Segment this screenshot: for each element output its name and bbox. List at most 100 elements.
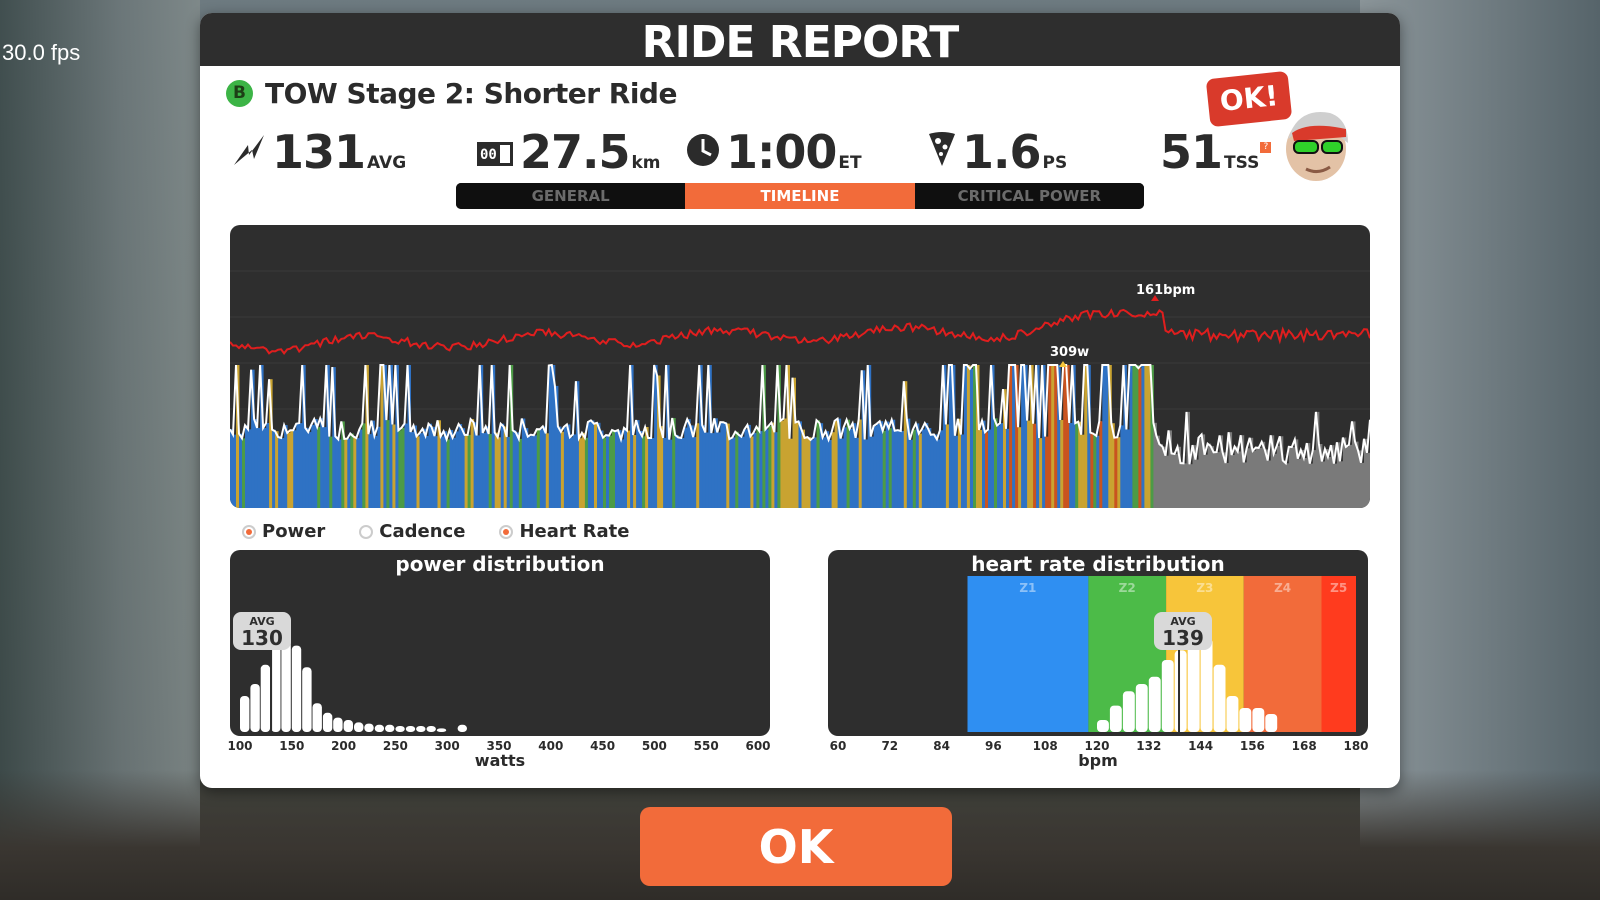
ok-button[interactable]: OK bbox=[640, 807, 952, 886]
power-peak-label: 309w bbox=[1050, 345, 1089, 360]
power-fill-slice bbox=[714, 418, 718, 508]
power-fill-slice bbox=[843, 427, 848, 508]
hr-zone-label: Z5 bbox=[1330, 581, 1347, 595]
power-fill-slice bbox=[1141, 365, 1145, 508]
power-fill-slice bbox=[1099, 421, 1103, 508]
power-fill-slice bbox=[266, 423, 270, 508]
power-fill-slice bbox=[1171, 453, 1175, 508]
tss-help-icon[interactable]: ? bbox=[1260, 142, 1272, 153]
power-fill-slice bbox=[864, 439, 869, 508]
stat-pizza-unit: PS bbox=[1042, 153, 1068, 173]
power-fill-slice bbox=[1207, 443, 1212, 508]
power-fill-slice bbox=[1364, 438, 1368, 508]
power-x-tick: 200 bbox=[331, 739, 357, 753]
heart-rate-x-tick: 168 bbox=[1291, 739, 1317, 753]
power-fill-slice bbox=[783, 418, 787, 508]
power-fill-slice bbox=[347, 438, 351, 508]
power-fill-slice bbox=[467, 434, 472, 508]
power-fill-slice bbox=[1087, 365, 1091, 508]
power-fill-slice bbox=[1345, 446, 1350, 508]
power-fill-slice bbox=[1318, 444, 1323, 508]
legend-power-radio[interactable] bbox=[242, 524, 256, 539]
tab-critical-power[interactable]: CRITICAL POWER bbox=[914, 183, 1144, 209]
power-avg-value: 130 bbox=[241, 626, 283, 650]
power-fill-slice bbox=[945, 424, 950, 508]
power-fill-slice bbox=[410, 431, 414, 508]
power-fill-slice bbox=[1324, 449, 1329, 508]
power-fill-slice bbox=[729, 439, 733, 508]
power-fill-slice bbox=[1012, 365, 1016, 508]
route-row: B TOW Stage 2: Shorter Ride bbox=[226, 77, 677, 110]
power-fill-slice bbox=[389, 365, 393, 508]
power-fill-slice bbox=[506, 436, 511, 508]
legend-cadence[interactable]: Cadence bbox=[359, 521, 465, 542]
tab-general[interactable]: GENERAL bbox=[456, 183, 686, 209]
power-fill-slice bbox=[1054, 365, 1058, 508]
power-fill-slice bbox=[1105, 365, 1109, 508]
power-fill-slice bbox=[963, 365, 968, 508]
power-fill-slice bbox=[1210, 446, 1215, 508]
power-fill-slice bbox=[590, 420, 595, 508]
power-distribution-bar bbox=[385, 724, 395, 732]
power-fill-slice bbox=[1144, 365, 1148, 508]
power-fill-slice bbox=[861, 370, 866, 508]
power-fill-slice bbox=[362, 423, 366, 508]
power-fill-slice bbox=[985, 432, 989, 508]
power-fill-slice bbox=[470, 419, 475, 508]
power-fill-slice bbox=[1288, 446, 1293, 508]
power-fill-slice bbox=[982, 420, 986, 508]
power-fill-slice bbox=[1156, 435, 1160, 508]
power-fill-slice bbox=[753, 432, 757, 508]
power-fill-slice bbox=[1096, 435, 1100, 508]
stat-tss-unit: TSS bbox=[1224, 153, 1260, 173]
power-fill-slice bbox=[600, 430, 604, 508]
hr-distribution-bar bbox=[1135, 684, 1148, 732]
power-fill-slice bbox=[1294, 439, 1299, 508]
pizza-slice-icon bbox=[929, 132, 955, 166]
power-fill-slice bbox=[1312, 450, 1317, 508]
power-distribution-chart: power distribution AVG 130 bbox=[230, 550, 770, 736]
power-fill-slice bbox=[957, 418, 962, 508]
heart-rate-x-tick: 108 bbox=[1032, 739, 1058, 753]
power-fill-slice bbox=[251, 369, 255, 508]
legend-power[interactable]: Power bbox=[242, 521, 325, 542]
power-fill-slice bbox=[1195, 459, 1199, 508]
power-fill-slice bbox=[1198, 437, 1202, 508]
power-distribution-bar bbox=[364, 723, 374, 732]
power-fill-slice bbox=[960, 434, 965, 508]
power-fill-slice bbox=[464, 434, 469, 508]
power-fill-slice bbox=[711, 433, 715, 508]
power-fill-slice bbox=[780, 420, 784, 508]
power-fill-slice bbox=[798, 421, 802, 508]
power-x-tick: 150 bbox=[279, 739, 305, 753]
power-fill-slice bbox=[912, 429, 917, 508]
power-avg-badge: AVG 130 bbox=[233, 612, 291, 650]
power-fill-slice bbox=[458, 424, 463, 508]
power-fill-slice bbox=[428, 423, 432, 508]
power-fill-slice bbox=[1234, 446, 1239, 508]
power-avg-label: AVG bbox=[249, 615, 275, 628]
power-fill-slice bbox=[1273, 453, 1278, 508]
legend-heart-rate[interactable]: Heart Rate bbox=[499, 521, 629, 542]
legend-cadence-radio[interactable] bbox=[359, 524, 374, 539]
power-fill-slice bbox=[1361, 462, 1365, 508]
power-fill-slice bbox=[380, 365, 384, 508]
power-fill-slice bbox=[533, 435, 538, 508]
power-fill-slice bbox=[1018, 427, 1022, 508]
power-x-axis: 100 150 200 250 300 350 400 450 500 550 600 bbox=[227, 739, 770, 755]
power-fill-slice bbox=[717, 432, 721, 508]
tab-timeline[interactable]: TIMELINE bbox=[685, 183, 915, 209]
heart-rate-x-tick: 60 bbox=[829, 739, 847, 753]
power-fill-slice bbox=[398, 430, 402, 508]
legend-cadence-label: Cadence bbox=[379, 521, 466, 542]
power-fill-slice bbox=[997, 425, 1001, 508]
power-fill-slice bbox=[1165, 455, 1169, 508]
power-fill-slice bbox=[434, 436, 438, 508]
power-fill-slice bbox=[455, 431, 460, 508]
power-fill-slice bbox=[771, 422, 775, 508]
power-fill-slice bbox=[933, 434, 938, 508]
power-distribution-bar bbox=[260, 664, 271, 732]
power-fill-slice bbox=[1033, 423, 1037, 508]
legend-heart-rate-radio[interactable] bbox=[499, 524, 514, 539]
power-fill-slice bbox=[230, 429, 234, 508]
